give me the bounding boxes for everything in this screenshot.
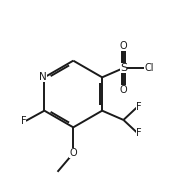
Text: F: F (136, 102, 142, 112)
Text: F: F (21, 116, 27, 126)
Text: F: F (136, 128, 142, 138)
Text: O: O (120, 41, 127, 51)
Text: Cl: Cl (144, 63, 154, 73)
Text: O: O (120, 85, 127, 95)
Text: S: S (120, 63, 127, 73)
Text: N: N (39, 72, 47, 82)
Text: O: O (70, 148, 77, 158)
